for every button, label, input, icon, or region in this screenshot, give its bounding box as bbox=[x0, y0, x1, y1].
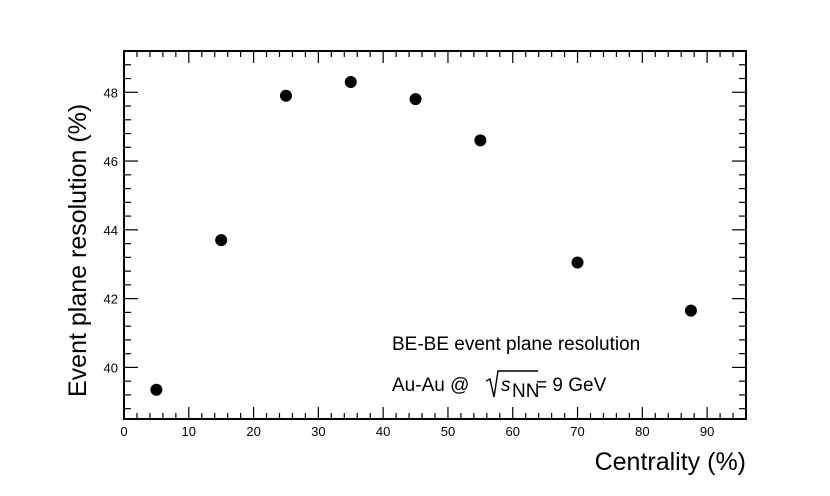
x-tick-label: 40 bbox=[376, 424, 390, 439]
data-point bbox=[215, 234, 228, 247]
data-point bbox=[409, 93, 422, 106]
annotation-subscript: NN bbox=[512, 381, 539, 402]
y-tick-label: 46 bbox=[104, 154, 118, 169]
annotation-prefix: Au-Au @ bbox=[392, 375, 469, 396]
y-tick-label: 44 bbox=[104, 223, 118, 238]
x-axis-title: Centrality (%) bbox=[595, 448, 746, 476]
axis-ticks bbox=[123, 50, 747, 419]
y-tick-label: 40 bbox=[104, 360, 118, 375]
x-tick-label: 10 bbox=[182, 424, 196, 439]
annotation-symbol: s bbox=[501, 375, 511, 396]
data-point bbox=[684, 304, 697, 317]
x-tick-label: 30 bbox=[311, 424, 325, 439]
x-tick-label: 60 bbox=[506, 424, 520, 439]
data-point bbox=[344, 75, 357, 88]
data-point bbox=[150, 383, 163, 396]
sqrt-symbol bbox=[485, 370, 538, 398]
x-tick-label: 90 bbox=[700, 424, 714, 439]
y-tick-label: 48 bbox=[104, 85, 118, 100]
x-tick-label: 0 bbox=[120, 424, 127, 439]
y-tick-label: 42 bbox=[104, 292, 118, 307]
x-tick-label: 20 bbox=[246, 424, 260, 439]
x-tick-label: 50 bbox=[441, 424, 455, 439]
annotation-title: BE-BE event plane resolution bbox=[392, 334, 640, 355]
data-point bbox=[474, 134, 487, 147]
y-axis-title: Event plane resolution (%) bbox=[64, 104, 92, 397]
plot-frame bbox=[123, 50, 747, 420]
x-tick-label: 80 bbox=[635, 424, 649, 439]
x-tick-label: 70 bbox=[570, 424, 584, 439]
annotation-energy: Au-Au @ s NN = 9 GeV bbox=[392, 370, 607, 402]
annotation-suffix: = 9 GeV bbox=[536, 375, 607, 396]
axis-tick-labels: 0 10 20 30 40 50 60 70 80 90 40 42 44 46 48 bbox=[104, 85, 715, 439]
data-point bbox=[571, 256, 584, 269]
data-point bbox=[279, 89, 292, 102]
data-points bbox=[150, 75, 697, 396]
